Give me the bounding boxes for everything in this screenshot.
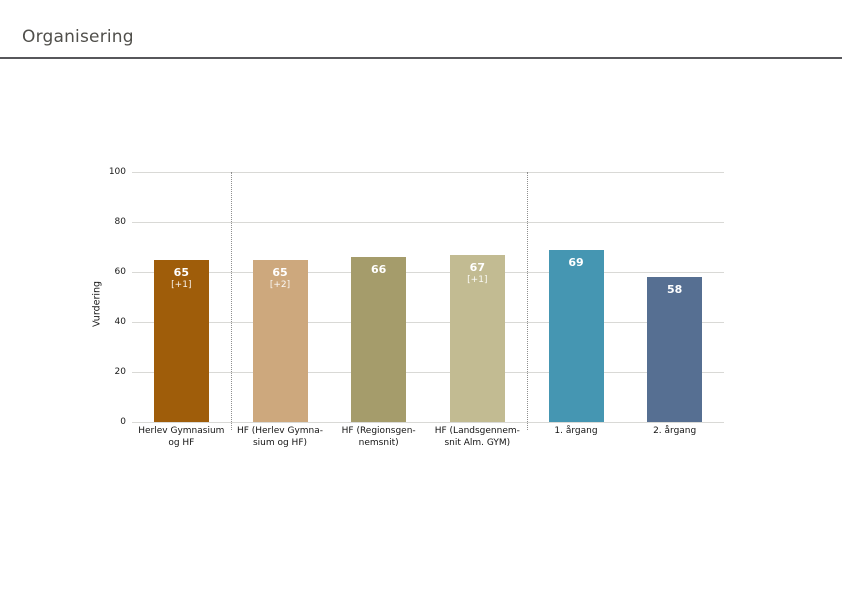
bar-value-label: 69 [568, 255, 584, 269]
bar-delta-label: [+1] [467, 274, 488, 285]
x-category-label: HF (Regionsgen- nemsnit) [341, 426, 416, 448]
x-category-label: 1. årgang [554, 426, 598, 436]
x-category-label: HF (Herlev Gymna- sium og HF) [236, 426, 324, 448]
y-tick-label: 80 [114, 216, 126, 227]
gridline [132, 372, 724, 373]
plot-area: 0 20 40 60 80 100 65 [+1] Herlev Gymnasium og HF… [109, 167, 724, 448]
y-tick-label: 40 [114, 316, 126, 327]
gridline [132, 322, 724, 323]
bar: 67 [+1] [449, 254, 505, 422]
x-category-label: Herlev Gymnasium og HF [138, 426, 225, 448]
bar-value-label: 66 [371, 263, 387, 276]
bar-value-label: 67 [469, 260, 485, 274]
column-separator [230, 172, 232, 430]
x-category-label: HF (Landsgennem- snit Alm. GYM) [434, 426, 520, 448]
bar-delta-label: [+2] [269, 279, 291, 290]
gridline [132, 272, 724, 273]
bar: 58 [647, 277, 703, 422]
y-tick-label: 20 [114, 366, 126, 377]
page-title: Organisering [22, 27, 134, 47]
bar-delta-label: [+1] [171, 279, 192, 290]
bar-value-label: 65 [173, 265, 189, 279]
title-rule [0, 57, 842, 59]
bar: 69 [548, 249, 604, 422]
x-category-label: 2. årgang [653, 426, 697, 436]
bar: 66 [351, 257, 407, 422]
bar: 65 [+2] [252, 259, 308, 422]
column-separator [526, 172, 528, 430]
bar-value-label: 65 [272, 265, 288, 279]
gridline [132, 172, 724, 173]
gridline [132, 422, 724, 423]
gridline [132, 222, 724, 223]
y-tick-label: 100 [108, 166, 126, 177]
y-tick-label: 0 [120, 416, 126, 427]
bar: 65 [+1] [153, 259, 209, 422]
y-tick-label: 60 [114, 266, 126, 277]
bar-value-label: 58 [667, 283, 683, 296]
